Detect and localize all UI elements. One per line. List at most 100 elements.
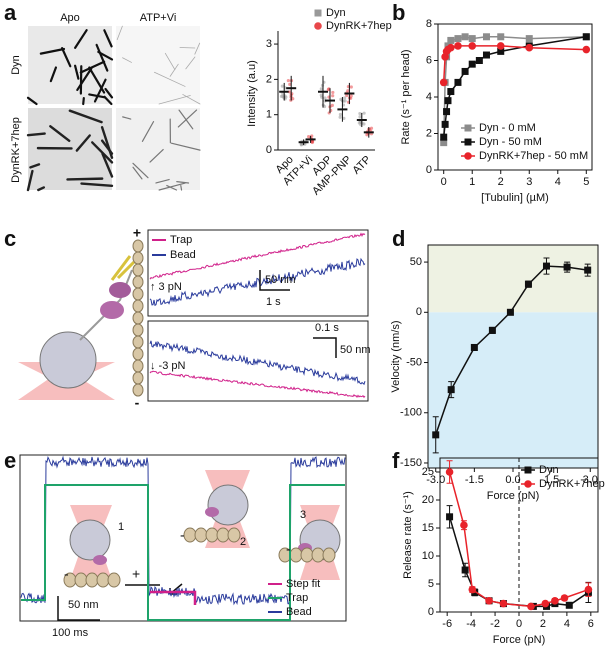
- trace: [149, 257, 366, 307]
- legend-label: Trap: [170, 234, 192, 246]
- filament: [49, 66, 58, 83]
- data-point: [441, 120, 449, 128]
- tubulin: [132, 383, 144, 397]
- filament: [66, 177, 104, 181]
- microtubule: [132, 239, 144, 397]
- filament: [169, 63, 179, 77]
- tubulin: [194, 527, 208, 543]
- legend-swatch: [314, 22, 322, 30]
- filament: [104, 87, 114, 99]
- tubulin: [132, 239, 144, 253]
- y-tick-label: -150: [400, 457, 422, 469]
- data-point: [454, 35, 462, 43]
- data-point: [461, 33, 469, 41]
- data-point: [468, 60, 476, 68]
- data-point: [497, 47, 505, 55]
- polarity-label: -: [64, 566, 69, 582]
- data-point: [447, 88, 455, 96]
- filament: [37, 186, 46, 192]
- filament: [155, 178, 170, 184]
- data-point: [560, 594, 569, 602]
- data-point: [584, 585, 593, 594]
- data-point: [482, 51, 490, 59]
- tubulin: [322, 547, 336, 563]
- tubulin: [300, 547, 314, 563]
- motor: [93, 555, 107, 565]
- x-tick-label: -1.5: [465, 474, 484, 486]
- jitter-dot: [342, 116, 346, 120]
- x-tick-label: 2: [498, 176, 504, 188]
- trace: [149, 370, 366, 399]
- filament: [95, 43, 109, 72]
- jitter-dot: [319, 87, 323, 91]
- step-fit: [150, 590, 197, 605]
- scale-label: 100 ms: [52, 627, 89, 639]
- y-tick-label: -50: [406, 356, 422, 368]
- data-point: [524, 280, 532, 288]
- data-point: [525, 43, 534, 52]
- tubulin: [96, 572, 110, 588]
- filament: [73, 64, 80, 80]
- shade-positive: [428, 245, 598, 313]
- panel-label: e: [4, 448, 16, 473]
- jitter-dot: [281, 94, 285, 98]
- jitter-dot: [345, 93, 349, 98]
- filament: [80, 182, 114, 188]
- data-point: [468, 585, 477, 594]
- polarity-label: +: [132, 566, 140, 582]
- jitter-dot: [291, 97, 295, 101]
- jitter-dot: [362, 111, 366, 115]
- microtubule: [63, 527, 336, 588]
- data-point: [470, 343, 478, 351]
- x-tick-label: 6: [588, 618, 594, 630]
- legend-swatch: [464, 152, 472, 160]
- x-axis-label: [Tubulin] (µM): [481, 192, 549, 204]
- polarity-label: -: [135, 395, 140, 411]
- jitter-dot: [310, 140, 315, 144]
- filament: [103, 29, 113, 48]
- filament: [170, 142, 201, 151]
- x-tick-label: 1: [469, 176, 475, 188]
- x-tick-label: 5: [583, 176, 589, 188]
- data-point: [527, 602, 535, 611]
- filament: [26, 169, 34, 192]
- tubulin: [311, 547, 325, 563]
- jitter-dot: [322, 104, 327, 109]
- data-point: [525, 35, 533, 43]
- data-point: [488, 326, 496, 334]
- x-axis-label: Force (pN): [493, 634, 546, 646]
- filament: [101, 152, 114, 178]
- bead: [39, 331, 97, 389]
- y-axis-label: Rate (s⁻¹ per head): [400, 49, 412, 144]
- jitter-dot: [288, 82, 292, 86]
- data-point: [443, 108, 451, 116]
- data-point: [584, 266, 592, 274]
- filament: [182, 94, 201, 105]
- filament: [177, 109, 198, 128]
- filament: [100, 139, 114, 155]
- tubulin: [85, 572, 99, 588]
- x-tick-label: -4: [466, 618, 476, 630]
- jitter-dot: [326, 88, 330, 92]
- motor: [205, 507, 219, 517]
- tubulin: [132, 311, 144, 325]
- filament: [82, 96, 85, 106]
- traces: [149, 232, 366, 399]
- y-tick-label: 0: [266, 144, 272, 156]
- legend-label: DynRK+7hep - 50 mM: [479, 150, 588, 162]
- illustration: [18, 255, 136, 400]
- legend-swatch: [314, 9, 322, 17]
- filament: [88, 93, 106, 99]
- data-point: [482, 33, 490, 41]
- data-point: [447, 386, 455, 394]
- panel-label: f: [392, 448, 400, 473]
- x-tick-label: 0: [516, 618, 522, 630]
- jitter-dot: [281, 92, 285, 96]
- filament: [132, 162, 149, 179]
- scale-label: 1 s: [266, 296, 281, 308]
- state-label: 2: [240, 536, 246, 548]
- data-point: [444, 97, 452, 105]
- y-tick-label: 0: [426, 164, 432, 176]
